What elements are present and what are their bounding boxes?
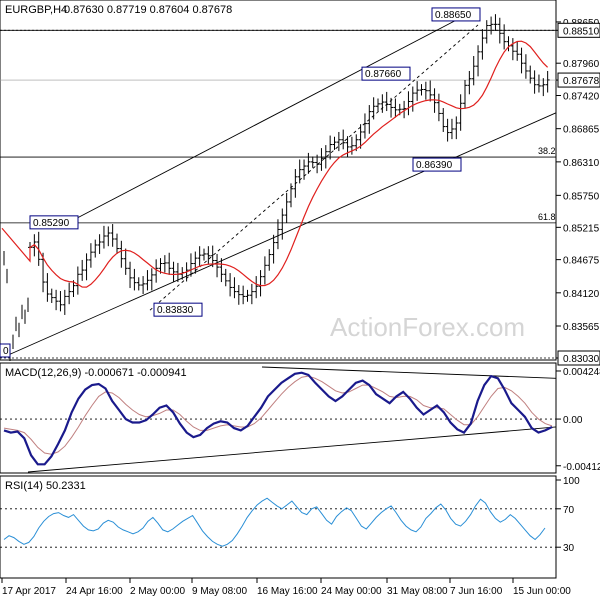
- x-axis: 17 Apr 2017 24 Apr 16:00 2 May 00:00 9 May …: [1, 578, 571, 597]
- price-y-tick-label: 0.84120: [563, 289, 600, 300]
- rsi-panel: RSI(14) 50.2331: [0, 475, 557, 579]
- price-panel: EURGBP,H4 0.87630 0.87719 0.87604 0.8767…: [0, 0, 557, 361]
- annotation-label: 0.88650: [435, 10, 472, 21]
- price-y-tick-label: 0.83030: [563, 354, 600, 365]
- macd-layer: [0, 366, 557, 473]
- x-tick-label: 16 May 16:00: [257, 586, 318, 597]
- x-tick-label: 2 May 00:00: [130, 586, 185, 597]
- price-layer: 38.2 61.8 0.88650 0.87660 0.86390 0.85290 0.83…: [0, 7, 557, 361]
- annotation-box: [431, 7, 481, 22]
- rsi-header: RSI(14) 50.2331: [5, 480, 86, 492]
- price-y-tick-label: 0.87960: [563, 59, 600, 70]
- watermark: ActionForex.com: [330, 312, 525, 342]
- price-y-tick-label: 0.83565: [563, 322, 600, 333]
- annotation-label: 0.86390: [416, 160, 453, 171]
- rsi-axis: 100 70 30: [556, 476, 580, 554]
- x-tick-label: 17 Apr 2017: [2, 586, 56, 597]
- price-axis: 0.886500.885100.879600.876780.874200.868…: [556, 18, 600, 366]
- price-y-tick-label: 0.85215: [563, 223, 600, 234]
- annotation-box: [153, 302, 203, 317]
- x-tick-label: 9 May 08:00: [192, 586, 247, 597]
- price-box: [557, 350, 600, 366]
- macd-trendline-lower: [27, 426, 557, 473]
- x-tick-label: 15 Jun 00:00: [513, 586, 571, 597]
- annotation-box: [29, 215, 79, 230]
- price-y-tick-label: 0.87678: [563, 76, 600, 87]
- macd-signal-line: [3, 375, 553, 455]
- price-panel-frame: [0, 0, 557, 361]
- annotation-label: 0.85290: [33, 218, 70, 229]
- x-tick-label: 31 May 08:00: [387, 586, 448, 597]
- macd-header: MACD(12,26,9) -0.000671 -0.000941: [5, 367, 187, 379]
- x-tick-label: 24 May 00:00: [321, 586, 382, 597]
- channel-upper-line: [63, 8, 479, 226]
- annotation-label: 0.87660: [365, 69, 402, 80]
- macd-y-tick-label: 0.00: [563, 415, 583, 426]
- price-box: [557, 22, 600, 38]
- annotation-box: [412, 157, 462, 172]
- price-y-tick-label: 0.88510: [563, 26, 600, 37]
- rsi-panel-frame: [0, 475, 557, 579]
- price-box: [557, 72, 600, 88]
- price-y-tick-label: 0.85750: [563, 191, 600, 202]
- x-tick-label: 7 Jun 16:00: [450, 586, 503, 597]
- price-y-tick-label: 0.86310: [563, 158, 600, 169]
- price-y-tick-label: 0.86865: [563, 125, 600, 136]
- rsi-line: [3, 497, 546, 547]
- chart-header-symbol: EURGBP,H4: [5, 4, 67, 16]
- annotation-box: [0, 343, 11, 358]
- macd-axis: 0.004248 0.00 -0.004126: [556, 367, 600, 473]
- chart-header-ohlc: 0.87630 0.87719 0.87604 0.87678: [64, 4, 232, 16]
- moving-average-line: [1, 40, 549, 288]
- rsi-y-tick-label: 30: [563, 543, 575, 554]
- rsi-y-tick-label: 100: [563, 476, 580, 487]
- rsi-layer: [0, 497, 556, 548]
- price-y-tick-label: 0.87420: [563, 91, 600, 102]
- macd-y-tick-label: -0.004126: [563, 462, 600, 473]
- macd-line: [3, 371, 553, 466]
- macd-trendline-upper: [261, 366, 557, 379]
- channel-lower-line: [5, 112, 557, 357]
- annotation-label: 0.83830: [157, 305, 194, 316]
- price-y-tick-label: 0.84675: [563, 256, 600, 267]
- annotation-label: 0: [3, 346, 9, 357]
- macd-panel-frame: [0, 362, 557, 474]
- x-tick-label: 24 Apr 16:00: [66, 586, 123, 597]
- channel-mid-line: [149, 24, 479, 311]
- macd-y-tick-label: 0.004248: [563, 367, 600, 378]
- annotation-box: [361, 66, 411, 81]
- macd-panel: MACD(12,26,9) -0.000671 -0.000941: [0, 362, 557, 474]
- rsi-y-tick-label: 70: [563, 505, 575, 516]
- fib-label-61: 61.8: [538, 212, 556, 222]
- fib-label-38: 38.2: [538, 146, 556, 156]
